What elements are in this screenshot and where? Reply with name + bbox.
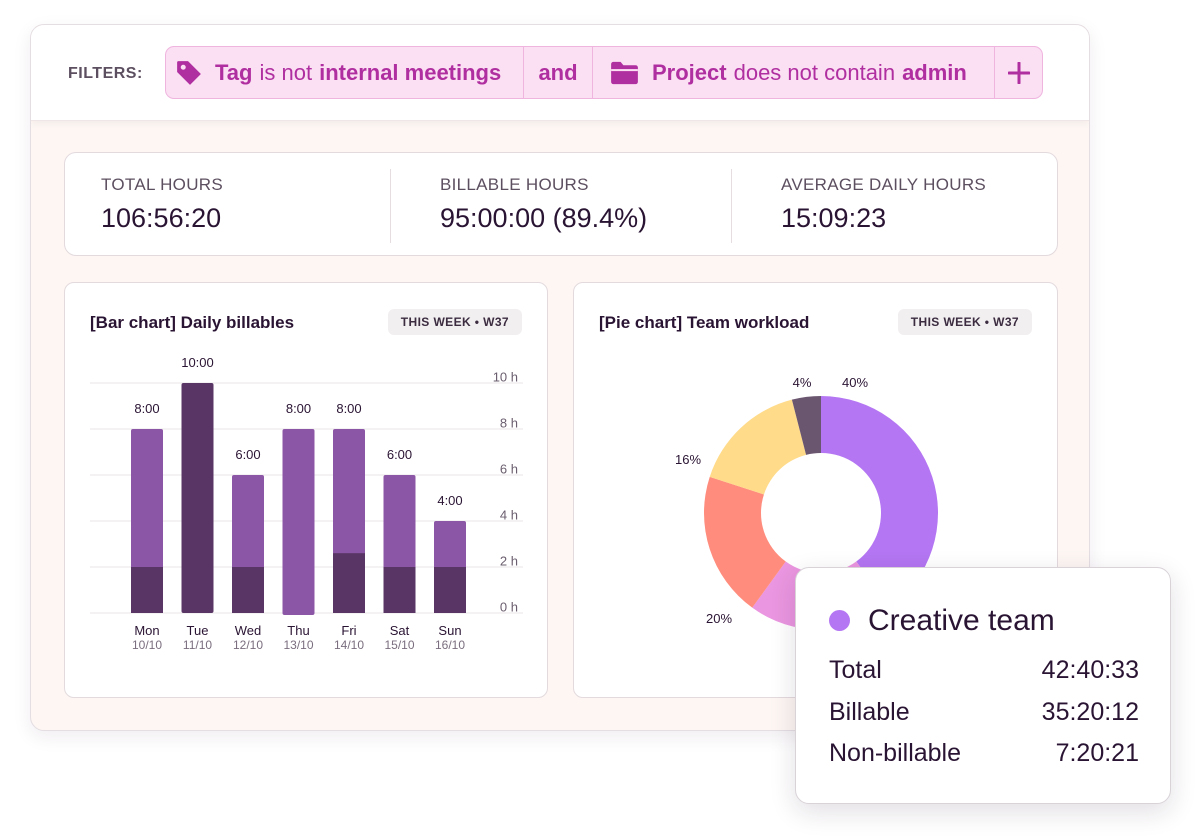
legend-dot (829, 610, 850, 631)
x-tick-label: Thu (287, 623, 309, 638)
bar-non-billable (333, 553, 365, 613)
bar-total-label: 8:00 (286, 401, 311, 416)
add-filter-button[interactable] (995, 47, 1042, 98)
x-tick-sublabel: 11/10 (183, 638, 212, 652)
x-tick-sublabel: 12/10 (233, 638, 263, 652)
stat-divider (390, 169, 391, 243)
pie-slice-label: 40% (842, 375, 868, 390)
y-tick-label: 0 h (500, 600, 518, 615)
bar-non-billable (383, 567, 416, 613)
tooltip-row-label: Billable (829, 698, 910, 726)
stat-label: TOTAL HOURS (101, 175, 224, 194)
bar-total-label: 6:00 (235, 447, 260, 462)
pie-slice-label: 20% (706, 611, 732, 626)
tooltip-row-value: 35:20:12 (1041, 698, 1139, 726)
x-tick-label: Wed (235, 623, 262, 638)
bar-total-label: 8:00 (134, 401, 159, 416)
bar-chart-title: [Bar chart] Daily billables (90, 313, 295, 332)
pie-slice (821, 396, 938, 608)
filter-conjunction[interactable]: and (524, 47, 593, 98)
bar-billable (434, 521, 466, 569)
bar-non-billable (434, 567, 466, 613)
pie-slice (704, 476, 786, 608)
project-filter-field: Project (652, 59, 727, 85)
y-tick-label: 6 h (500, 462, 518, 477)
bar-non-billable (232, 567, 264, 613)
x-tick-sublabel: 16/10 (435, 638, 465, 652)
y-tick-label: 2 h (500, 554, 518, 569)
project-filter-operator: does not contain (733, 59, 896, 85)
tooltip-row-value: 7:20:21 (1055, 739, 1139, 767)
tooltip-title: Creative team (868, 604, 1055, 637)
x-tick-sublabel: 10/10 (132, 638, 162, 652)
bar-total-label: 8:00 (336, 401, 361, 416)
bar-total-label: 10:00 (181, 355, 214, 370)
stat-label: BILLABLE HOURS (440, 175, 589, 194)
team-tooltip: Creative team Total 42:40:33 Billable 35… (795, 567, 1171, 804)
stat-label: AVERAGE DAILY HOURS (781, 175, 987, 194)
x-tick-sublabel: 14/10 (334, 638, 364, 652)
bar-non-billable (181, 383, 214, 613)
tag-filter-value: internal meetings (319, 59, 502, 85)
filter-chip-group: Tag is not internal meetings and Project… (165, 46, 1043, 99)
tag-filter-operator: is not (259, 59, 313, 85)
x-tick-label: Mon (134, 623, 159, 638)
bar-chart: 10 h8 h6 h4 h2 h0 h8:00Mon10/1010:00Tue1… (90, 355, 523, 652)
bar-chart-period-badge[interactable]: THIS WEEK • W37 (387, 309, 522, 335)
stat-value: 106:56:20 (101, 203, 222, 233)
tag-filter-field: Tag (215, 59, 253, 85)
summary-stats: TOTAL HOURS 106:56:20 BILLABLE HOURS 95:… (64, 152, 1058, 256)
filter-bar: FILTERS: Tag is not internal meetings an… (31, 25, 1089, 121)
y-tick-label: 10 h (493, 370, 518, 385)
tooltip-row-label: Non-billable (829, 739, 962, 767)
bar-billable (131, 429, 163, 569)
stat-value: 15:09:23 (781, 203, 887, 233)
y-tick-label: 8 h (500, 416, 518, 431)
x-tick-label: Fri (341, 623, 356, 638)
bar-chart-panel: [Bar chart] Daily billables THIS WEEK • … (64, 282, 548, 698)
pie-chart-title: [Pie chart] Team workload (599, 313, 810, 332)
bar-total-label: 4:00 (437, 493, 462, 508)
x-tick-label: Sun (438, 623, 461, 638)
x-tick-label: Tue (187, 623, 209, 638)
folder-icon (611, 61, 638, 84)
pie-slice-label: 4% (793, 375, 812, 390)
bar-billable (232, 475, 264, 569)
bar-total-label: 6:00 (387, 447, 412, 462)
plus-icon (1007, 61, 1030, 84)
tooltip-row-value: 42:40:33 (1041, 656, 1139, 684)
stat-value: 95:00:00 (89.4%) (440, 203, 648, 233)
x-tick-sublabel: 13/10 (283, 638, 313, 652)
pie-slice (709, 399, 807, 495)
y-tick-label: 4 h (500, 508, 518, 523)
pie-slice-label: 16% (675, 452, 701, 467)
pie-chart-period-badge[interactable]: THIS WEEK • W37 (897, 309, 1032, 335)
bar-non-billable (131, 567, 163, 613)
pie-slice (791, 396, 821, 455)
tag-filter-chip[interactable]: Tag is not internal meetings (166, 47, 524, 98)
tag-icon (177, 60, 201, 85)
filters-label: FILTERS: (68, 65, 143, 82)
tooltip-row-label: Total (829, 656, 882, 684)
x-tick-label: Sat (390, 623, 410, 638)
x-tick-sublabel: 15/10 (384, 638, 414, 652)
bar-billable (282, 429, 315, 615)
project-filter-chip[interactable]: Project does not contain admin (593, 47, 995, 98)
project-filter-value: admin (902, 59, 967, 85)
stat-divider (731, 169, 732, 243)
bar-billable (333, 429, 365, 556)
bar-billable (383, 475, 416, 569)
